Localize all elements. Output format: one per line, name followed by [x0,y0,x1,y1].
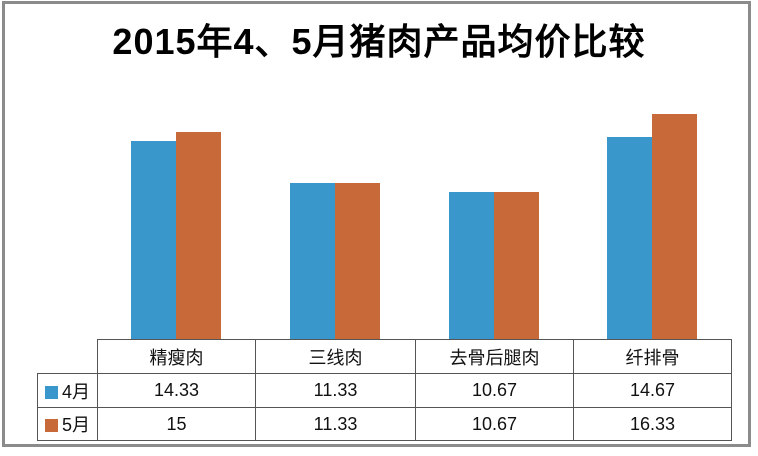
table-row: 4月 14.33 11.33 10.67 14.67 [37,373,732,408]
chart-title: 2015年4、5月猪肉产品均价比较 [112,21,646,62]
bar-s1-c4 [607,137,652,339]
value-cell-r1-c1: 14.33 [97,373,256,408]
legend-label: 4月 [61,381,90,402]
value-cell-r1-c3: 10.67 [415,373,574,408]
bar-s2-c4 [652,114,697,339]
column-header-c3: 去骨后腿肉 [415,339,574,374]
value-cell-r2-c2: 11.33 [255,407,416,441]
value-cell-r2-c1: 15 [97,407,256,441]
value-cell-r2-c3: 10.67 [415,407,574,441]
value-cell-r1-c2: 11.33 [255,373,416,408]
bar-s1-c1 [131,141,176,339]
legend-swatch-icon [44,385,58,399]
table-row: 5月 15 11.33 10.67 16.33 [37,407,732,441]
data-table: 精瘦肉 三线肉 去骨后腿肉 纤排骨 4月 14.33 11.33 10.67 14.67 5月 15… [37,339,732,441]
legend-swatch-icon [44,419,58,432]
column-header-c4: 纤排骨 [573,339,732,374]
bar-s2-c3 [494,192,539,339]
column-header-c1: 精瘦肉 [97,339,256,374]
column-header-c2: 三线肉 [255,339,416,374]
legend-label: 5月 [61,415,90,435]
bar-s2-c1 [176,132,221,339]
legend-cell-row1: 4月 [37,373,98,408]
bar-s2-c2 [335,183,380,339]
value-cell-r1-c4: 14.67 [573,373,732,408]
bar-s1-c2 [290,183,335,339]
bar-s1-c3 [449,192,494,339]
table-corner-blank [38,340,98,374]
value-cell-r2-c4: 16.33 [573,407,732,441]
legend-cell-row2: 5月 [37,407,98,441]
